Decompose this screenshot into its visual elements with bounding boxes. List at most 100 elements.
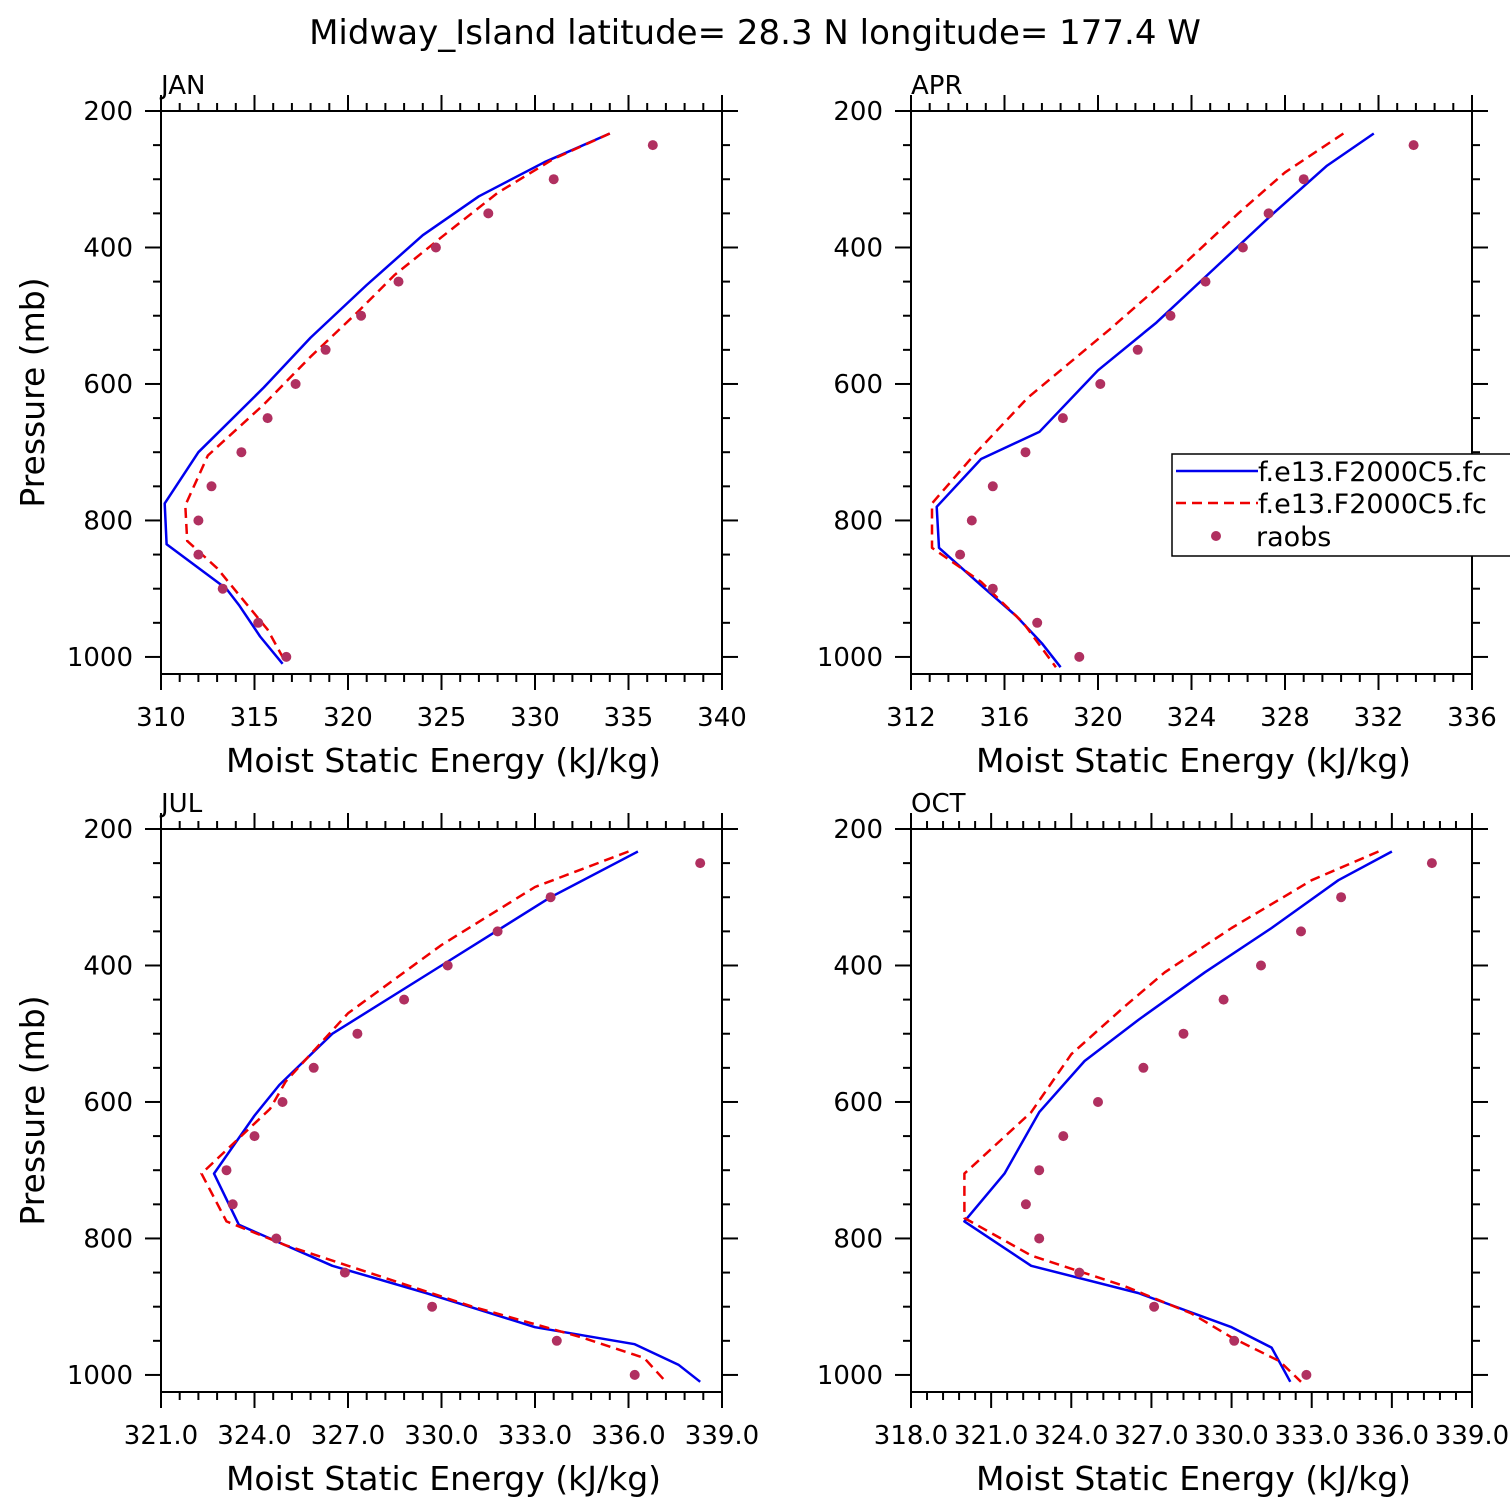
raobs-point bbox=[483, 208, 494, 219]
x-tick-label: 312 bbox=[886, 703, 936, 733]
panel-label: JAN bbox=[159, 71, 205, 101]
y-tick-label: 800 bbox=[833, 506, 883, 536]
raobs-point bbox=[227, 1199, 238, 1210]
x-tick-label: 321.0 bbox=[124, 1421, 198, 1451]
raobs-point bbox=[551, 1335, 562, 1346]
series-line-dashed bbox=[963, 850, 1379, 1383]
y-tick-label: 400 bbox=[833, 951, 883, 981]
x-tick-label: 324 bbox=[1167, 703, 1217, 733]
x-tick-label: 325 bbox=[417, 703, 467, 733]
raobs-point bbox=[1229, 1335, 1240, 1346]
y-tick-label: 400 bbox=[83, 951, 133, 981]
plot-frame bbox=[160, 828, 723, 1393]
y-tick-label: 200 bbox=[833, 97, 883, 127]
raobs-point bbox=[352, 1028, 363, 1039]
raobs-point bbox=[1301, 1369, 1312, 1380]
raobs-point bbox=[1138, 1062, 1149, 1073]
x-axis-title: Moist Static Energy (kJ/kg) bbox=[226, 741, 661, 780]
x-tick-label: 318.0 bbox=[874, 1421, 948, 1451]
raobs-point bbox=[1057, 413, 1068, 424]
y-tick-label: 1000 bbox=[817, 643, 883, 673]
raobs-point bbox=[1336, 892, 1347, 903]
x-tick-label: 339.0 bbox=[685, 1421, 759, 1451]
raobs-point bbox=[281, 651, 292, 662]
raobs-point bbox=[399, 994, 410, 1005]
raobs-point bbox=[548, 174, 559, 185]
panel-jul: 200 400 600 800 1000 321.0 324.0 327.0 330.0 333.… bbox=[13, 789, 759, 1498]
x-tick-label: 315 bbox=[230, 703, 280, 733]
x-axis-title: Moist Static Energy (kJ/kg) bbox=[976, 741, 1411, 780]
series-line-dashed bbox=[184, 132, 611, 665]
series-line-solid bbox=[935, 132, 1375, 668]
legend-label-dashed: f.e13.F2000C5.fc bbox=[1258, 489, 1487, 520]
series-line-solid bbox=[163, 132, 611, 665]
raobs-point bbox=[966, 515, 977, 526]
x-tick-label: 310 bbox=[136, 703, 186, 733]
series-line-solid bbox=[963, 850, 1393, 1383]
y-tick-label: 200 bbox=[833, 815, 883, 845]
plot-frame bbox=[910, 828, 1473, 1393]
y-tick-label: 200 bbox=[83, 815, 133, 845]
y-tick-label: 400 bbox=[833, 233, 883, 263]
legend-marker-raobs bbox=[1211, 531, 1221, 541]
panel-label: APR bbox=[911, 71, 963, 101]
raobs-point bbox=[217, 583, 228, 594]
raobs-point bbox=[262, 413, 273, 424]
y-tick-label: 600 bbox=[83, 1088, 133, 1118]
raobs-point bbox=[277, 1097, 288, 1107]
legend-label-raobs: raobs bbox=[1256, 522, 1331, 553]
raobs-point bbox=[1020, 447, 1031, 458]
raobs-point bbox=[955, 549, 966, 560]
raobs-point bbox=[1074, 651, 1085, 662]
y-tick-label: 800 bbox=[833, 1224, 883, 1254]
raobs-point bbox=[236, 447, 247, 458]
raobs-point bbox=[1296, 926, 1306, 937]
raobs-point bbox=[695, 858, 706, 869]
x-tick-label: 333.0 bbox=[498, 1421, 572, 1451]
raobs-point bbox=[1132, 344, 1143, 355]
y-tick-label: 800 bbox=[83, 506, 133, 536]
raobs-point bbox=[308, 1062, 319, 1073]
plot-frame bbox=[160, 110, 723, 675]
x-tick-label: 330.0 bbox=[1194, 1421, 1268, 1451]
raobs-point bbox=[1218, 994, 1229, 1005]
y-tick-label: 600 bbox=[833, 370, 883, 400]
raobs-point bbox=[647, 140, 658, 151]
x-tick-label: 336.0 bbox=[1355, 1421, 1429, 1451]
raobs-point bbox=[442, 960, 453, 971]
x-tick-label: 324.0 bbox=[217, 1421, 291, 1451]
panel-label: OCT bbox=[911, 789, 966, 819]
raobs-point bbox=[206, 481, 217, 492]
series-line-dashed bbox=[930, 132, 1345, 668]
x-tick-label: 332 bbox=[1354, 703, 1404, 733]
raobs-point bbox=[1256, 960, 1266, 971]
raobs-point bbox=[356, 310, 367, 321]
x-tick-label: 330 bbox=[510, 703, 560, 733]
y-tick-label: 1000 bbox=[817, 1361, 883, 1391]
x-tick-label: 321.0 bbox=[954, 1421, 1028, 1451]
raobs-point bbox=[1034, 1233, 1045, 1244]
raobs-point bbox=[1020, 1199, 1031, 1210]
raobs-point bbox=[1032, 617, 1043, 628]
legend-label-solid: f.e13.F2000C5.fc bbox=[1258, 457, 1487, 488]
x-tick-label: 316 bbox=[980, 703, 1030, 733]
series-line-dashed bbox=[200, 850, 667, 1383]
x-tick-label: 336.0 bbox=[591, 1421, 665, 1451]
x-tick-label: 340 bbox=[697, 703, 747, 733]
raobs-point bbox=[393, 276, 404, 287]
legend: f.e13.F2000C5.fc f.e13.F2000C5.fc raobs bbox=[1171, 453, 1510, 557]
raobs-point bbox=[1058, 1131, 1069, 1142]
raobs-point bbox=[1095, 379, 1106, 389]
raobs-point bbox=[290, 379, 301, 389]
x-tick-label: 336 bbox=[1447, 703, 1497, 733]
raobs-point bbox=[1408, 140, 1419, 151]
panel-label: JUL bbox=[159, 789, 203, 819]
raobs-point bbox=[1074, 1267, 1085, 1278]
raobs-point bbox=[1093, 1097, 1103, 1107]
raobs-point bbox=[545, 892, 556, 903]
y-tick-label: 200 bbox=[83, 97, 133, 127]
x-tick-label: 327.0 bbox=[1114, 1421, 1188, 1451]
x-tick-label: 335 bbox=[604, 703, 654, 733]
